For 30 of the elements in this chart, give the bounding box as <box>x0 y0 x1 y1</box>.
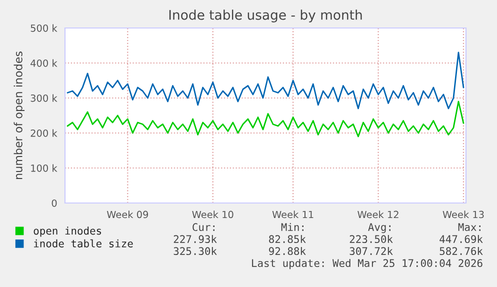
x-tick-label: Week 13 <box>442 210 484 218</box>
text: 82.85k <box>269 234 306 244</box>
text: Max: <box>458 223 480 232</box>
y-axis-title: number of open inodes <box>14 52 25 179</box>
x-tick-label: Week 09 <box>106 210 148 218</box>
text: 227.93k <box>174 234 217 244</box>
x-tick-label: Week 10 <box>192 210 234 218</box>
text: 307.72k <box>350 246 393 256</box>
text: Last update: Wed Mar 25 17:00:04 2026 <box>252 258 482 270</box>
legend-label: open inodes <box>34 226 102 237</box>
text: Min: <box>281 222 304 231</box>
text: 325.30k <box>174 246 217 256</box>
legend-label: inode table size <box>34 239 133 248</box>
text: Cur: <box>192 223 214 232</box>
text: Avg: <box>368 223 390 234</box>
y-tick-label: 200 k <box>30 129 58 137</box>
text: 223.50k <box>350 234 393 244</box>
chart-title: Inode table usage - by month <box>169 10 362 22</box>
text: 447.69k <box>440 234 483 244</box>
text: 92.88k <box>269 246 306 256</box>
line-series <box>66 52 464 110</box>
x-tick-label: Week 11 <box>272 210 314 218</box>
y-tick-label: 300 k <box>30 94 58 102</box>
y-tick-label: 100 k <box>31 164 58 172</box>
text: 582.76k <box>440 246 483 256</box>
x-tick-label: Week 12 <box>358 210 398 218</box>
line-series <box>66 100 464 138</box>
y-tick-label: 500 k <box>30 24 58 32</box>
y-tick-label: 0 <box>52 199 57 207</box>
y-tick-label: 400 k <box>30 59 58 67</box>
